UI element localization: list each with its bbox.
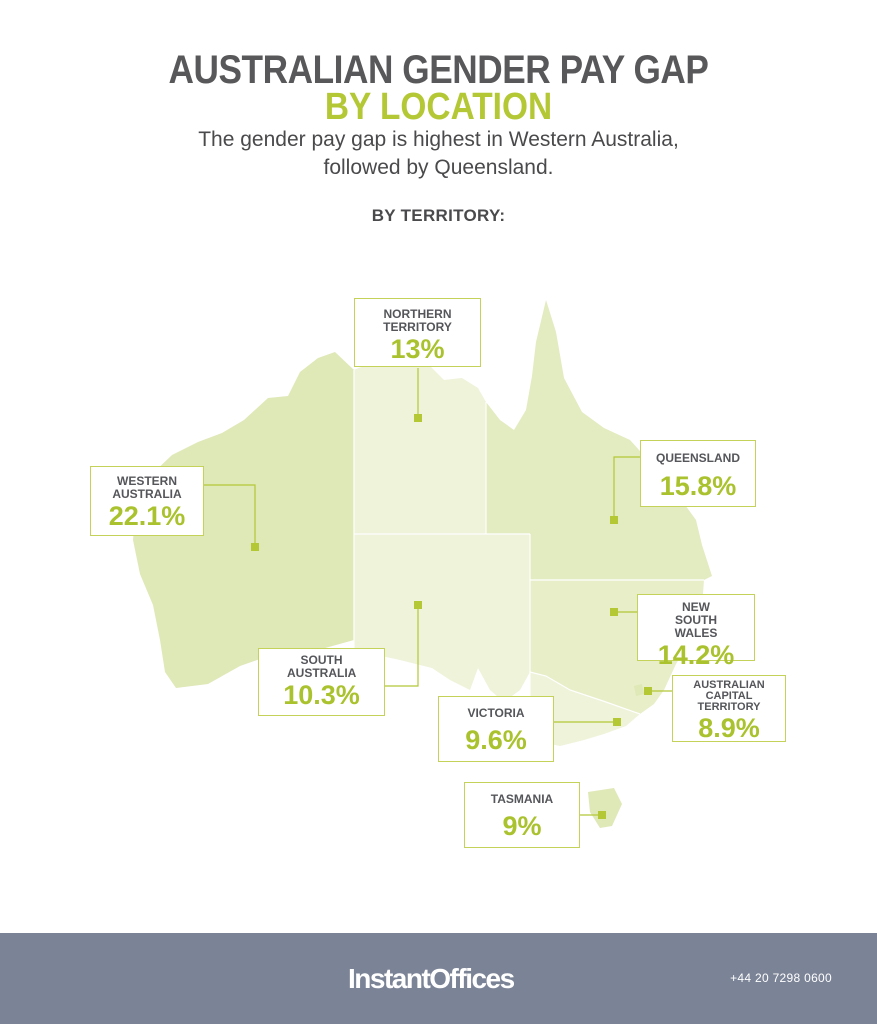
region-name: QUEENSLAND [655,451,740,465]
region-name: WESTERN AUSTRALIA [112,474,182,501]
label-tasmania: TASMANIA 9% [464,782,580,848]
region-south-australia [354,534,530,702]
australia-map [133,300,712,828]
region-value: 8.9% [698,713,760,743]
label-new-south-wales: NEW SOUTH WALES 14.2% [637,594,755,670]
subtitle-line-1: The gender pay gap is highest in Western… [198,128,679,151]
region-name: AUSTRALIAN CAPITAL TERRITORY [693,679,765,713]
region-name: SOUTH AUSTRALIA [287,653,357,680]
subtitle: The gender pay gap is highest in Western… [0,126,877,182]
subtitle-line-2: followed by Queensland. [323,156,554,179]
label-victoria: VICTORIA 9.6% [438,696,554,762]
region-markers [251,414,652,819]
region-name: NORTHERN TERRITORY [383,307,452,334]
region-western-australia [133,352,354,688]
region-queensland [486,300,712,580]
brand-logo[interactable]: InstantOffices [348,963,515,994]
region-name: VICTORIA [467,706,525,720]
region-value: 14.2% [657,640,735,670]
region-tasmania [588,788,622,828]
region-value: 9.6% [465,725,527,755]
label-south-australia: SOUTH AUSTRALIA 10.3% [258,648,385,716]
region-name: TASMANIA [490,792,554,806]
region-australian-capital-territory [634,684,644,696]
region-value: 9% [502,811,542,841]
region-northern-territory [354,362,486,534]
label-australian-capital-territory: AUSTRALIAN CAPITAL TERRITORY 8.9% [672,675,786,743]
region-name: NEW SOUTH WALES [674,600,718,640]
section-label: BY TERRITORY: [371,206,506,225]
label-northern-territory: NORTHERN TERRITORY 13% [354,298,481,367]
region-value: 15.8% [659,471,737,501]
title-line-2: BY LOCATION [324,86,553,128]
label-queensland: QUEENSLAND 15.8% [640,440,756,507]
region-victoria [530,672,640,746]
region-value: 10.3% [283,680,360,710]
footer-bar: InstantOffices +44 20 7298 0600 [0,933,877,1024]
title-line-1: AUSTRALIAN GENDER PAY GAP [168,48,709,92]
label-western-australia: WESTERN AUSTRALIA 22.1% [90,466,204,536]
region-value: 22.1% [108,501,186,531]
region-value: 13% [390,334,445,364]
phone-number[interactable]: +44 20 7298 0600 [730,971,832,985]
